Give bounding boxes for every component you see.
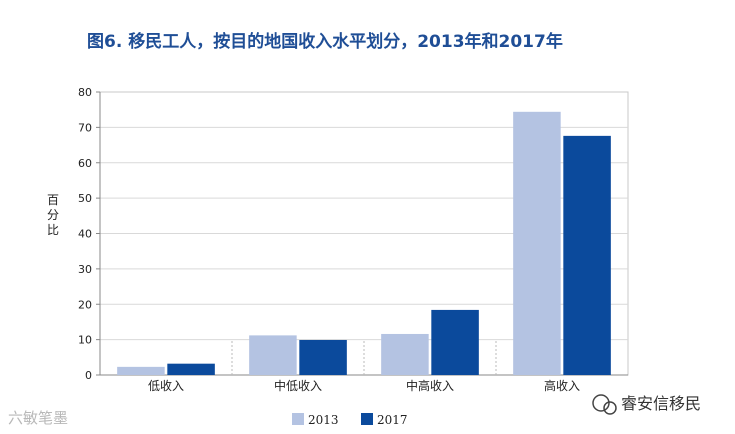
bar xyxy=(117,366,165,375)
y-tick-label: 70 xyxy=(78,121,92,134)
bar xyxy=(381,333,429,375)
y-tick-label: 30 xyxy=(78,263,92,276)
brand-name: 睿安信移民 xyxy=(621,394,701,413)
legend: 2013 2017 xyxy=(292,413,408,427)
bar xyxy=(513,111,561,375)
y-axis-label: 百分比 xyxy=(47,193,59,237)
y-tick-label: 60 xyxy=(78,157,92,170)
y-axis-label-char: 比 xyxy=(47,223,59,237)
bar xyxy=(249,335,297,375)
category-label: 高收入 xyxy=(544,378,580,393)
legend-swatch xyxy=(292,413,304,425)
category-labels: 低收入 中低收入 中高收入 高收入 xyxy=(148,378,580,393)
y-axis-ticks: 0 10 20 30 40 50 60 70 80 xyxy=(78,86,92,382)
brand-chat-icon xyxy=(592,394,610,412)
y-axis-label-char: 百 xyxy=(47,193,59,207)
y-axis-label-char: 分 xyxy=(47,208,59,222)
bar xyxy=(431,309,479,375)
y-tick-label: 40 xyxy=(78,228,92,241)
legend-label: 2017 xyxy=(377,413,408,427)
y-tick-label: 80 xyxy=(78,86,92,99)
category-label: 低收入 xyxy=(148,379,184,393)
y-tick-label: 20 xyxy=(78,298,92,311)
bars xyxy=(117,111,611,375)
legend-label: 2013 xyxy=(308,413,339,427)
y-tick-label: 10 xyxy=(78,334,92,347)
category-label: 中高收入 xyxy=(406,378,454,393)
brand-chat-icon-small xyxy=(603,401,617,415)
y-tick-label: 0 xyxy=(85,369,92,382)
bar xyxy=(167,363,215,375)
bar xyxy=(299,339,347,375)
chart-title: 图6. 移民工人，按目的地国收入水平划分，2013年和2017年 xyxy=(87,32,563,52)
watermark-text: 六敏笔墨 xyxy=(8,409,68,427)
bar xyxy=(563,135,611,375)
category-label: 中低收入 xyxy=(274,378,322,393)
legend-swatch xyxy=(361,413,373,425)
y-tick-label: 50 xyxy=(78,192,92,205)
overlay-marks: 六敏笔墨 睿安信移民 xyxy=(8,394,701,427)
